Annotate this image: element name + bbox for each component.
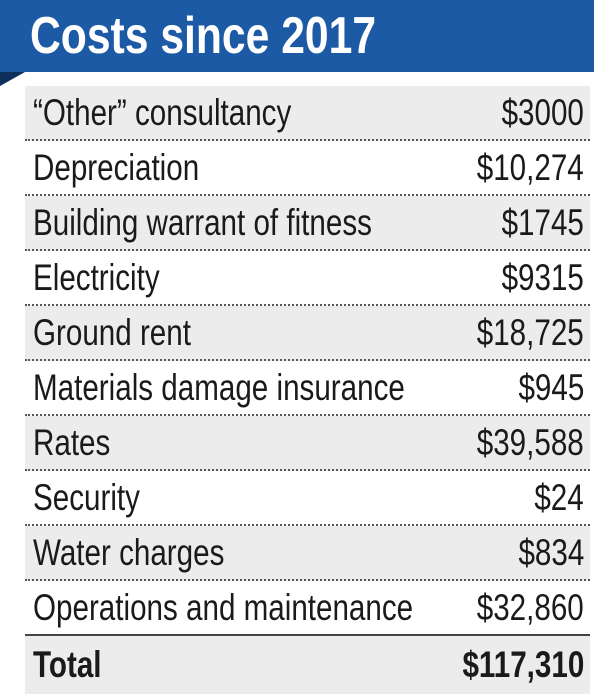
cost-value: $18,725	[477, 312, 584, 353]
cost-label: Depreciation	[33, 147, 200, 188]
cost-label: Building warrant of fitness	[33, 202, 372, 243]
cost-label: Ground rent	[33, 312, 191, 353]
cost-label: Water charges	[33, 532, 225, 573]
cost-value: $9315	[501, 257, 584, 298]
cost-table: “Other” consultancy $3000 Depreciation $10,…	[25, 86, 590, 694]
header-fold	[0, 72, 25, 86]
cost-label: Security	[33, 477, 140, 518]
cost-value: $39,588	[477, 422, 584, 463]
table-row: Depreciation $10,274	[25, 141, 590, 196]
table-row: Security $24	[25, 471, 590, 526]
table-row: Electricity $9315	[25, 251, 590, 306]
table-row: Operations and maintenance $32,860	[25, 581, 590, 636]
table-row: Materials damage insurance $945	[25, 361, 590, 416]
total-value: $117,310	[462, 644, 584, 685]
table-row: Water charges $834	[25, 526, 590, 581]
table-row: “Other” consultancy $3000	[25, 86, 590, 141]
total-label: Total	[33, 644, 102, 685]
cost-label: “Other” consultancy	[33, 92, 292, 133]
total-row: Total $117,310	[25, 634, 590, 694]
table-row: Rates $39,588	[25, 416, 590, 471]
cost-label: Rates	[33, 422, 111, 463]
cost-value: $1745	[501, 202, 584, 243]
cost-value: $834	[518, 532, 584, 573]
table-row: Building warrant of fitness $1745	[25, 196, 590, 251]
cost-value: $24	[534, 477, 584, 518]
cost-value: $3000	[501, 92, 584, 133]
cost-label: Operations and maintenance	[33, 587, 414, 628]
cost-value: $10,274	[477, 147, 584, 188]
cost-label: Electricity	[33, 257, 160, 298]
header-band	[0, 0, 594, 72]
cost-label: Materials damage insurance	[33, 367, 405, 408]
title: Costs since 2017	[30, 7, 377, 65]
cost-value: $32,860	[477, 587, 584, 628]
cost-value: $945	[518, 367, 584, 408]
table-row: Ground rent $18,725	[25, 306, 590, 361]
